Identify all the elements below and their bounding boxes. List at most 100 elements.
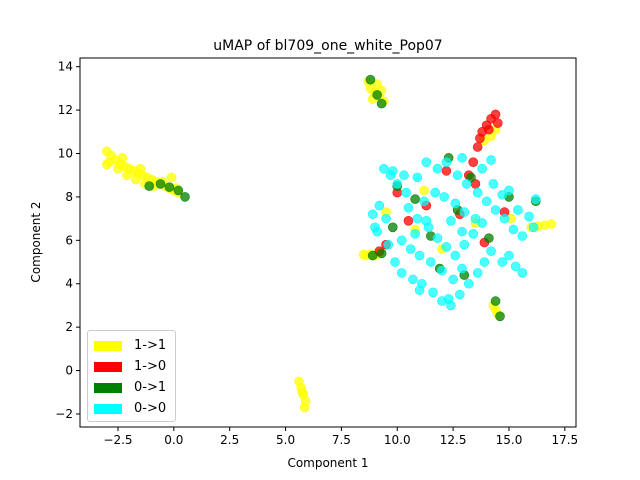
- data-point: [401, 187, 411, 198]
- legend-swatch-0-0: [94, 403, 122, 414]
- data-point: [470, 213, 481, 224]
- data-point: [443, 294, 454, 304]
- y-tick-label: 14: [58, 60, 73, 74]
- data-point: [299, 402, 310, 413]
- data-point: [102, 159, 112, 170]
- data-point: [387, 166, 398, 176]
- data-point: [508, 224, 519, 235]
- data-point: [486, 246, 496, 256]
- data-point: [412, 213, 423, 224]
- legend-item-0-0: 0->0: [94, 398, 169, 419]
- data-point: [450, 250, 461, 261]
- data-point: [408, 274, 418, 285]
- x-axis-label: Component 1: [287, 456, 368, 470]
- data-point: [379, 163, 389, 174]
- y-tick-label: −2: [55, 407, 73, 421]
- data-point: [173, 185, 184, 196]
- data-point: [461, 179, 472, 189]
- data-point: [117, 153, 128, 163]
- data-point: [414, 285, 425, 296]
- legend-label-1-1: 1->1: [134, 338, 167, 353]
- data-point: [410, 229, 420, 239]
- data-point: [383, 239, 394, 250]
- series-1-to-0: [374, 109, 510, 256]
- data-point: [468, 229, 479, 239]
- x-axis-ticks: −2.5 0.0 2.5 5.0 7.5 10.0 12.5 15.0 17.5: [103, 427, 578, 447]
- data-point: [475, 133, 485, 144]
- x-tick-label: −2.5: [103, 433, 132, 447]
- data-point: [374, 200, 385, 211]
- data-point: [528, 222, 539, 233]
- y-axis-ticks: −2 0 2 4 6 8 10 12 14: [55, 60, 80, 421]
- plot-points: [102, 74, 557, 413]
- y-tick-label: 10: [58, 147, 73, 161]
- data-point: [459, 207, 470, 217]
- data-point: [113, 163, 123, 174]
- data-point: [425, 257, 436, 267]
- y-tick-label: 2: [65, 320, 73, 334]
- data-point: [455, 289, 465, 300]
- data-point: [504, 250, 514, 261]
- data-point: [441, 166, 452, 176]
- series-0-to-0: [367, 153, 541, 311]
- data-point: [396, 268, 407, 278]
- data-point: [524, 211, 534, 222]
- data-point: [166, 172, 177, 183]
- data-point: [493, 118, 503, 128]
- data-point: [495, 311, 505, 322]
- data-point: [131, 174, 141, 185]
- data-point: [297, 387, 308, 398]
- x-tick-label: 15.0: [496, 433, 523, 447]
- data-point: [490, 296, 501, 306]
- legend-swatch-1-1: [94, 340, 122, 351]
- plot-frame: [79, 57, 577, 428]
- data-point: [392, 179, 403, 189]
- data-point: [144, 181, 155, 191]
- data-point: [410, 194, 420, 204]
- data-point: [530, 194, 541, 204]
- data-point: [459, 239, 470, 250]
- data-point: [432, 163, 443, 174]
- data-point: [463, 278, 474, 289]
- data-point: [517, 268, 528, 278]
- y-tick-label: 6: [65, 233, 73, 247]
- data-point: [468, 157, 479, 167]
- data-point: [513, 205, 523, 215]
- data-point: [448, 274, 458, 285]
- data-point: [472, 187, 483, 198]
- data-point: [517, 231, 528, 241]
- data-point: [180, 192, 190, 202]
- data-point: [414, 250, 425, 261]
- data-point: [497, 189, 508, 200]
- data-point: [376, 98, 387, 109]
- data-point: [405, 244, 416, 254]
- data-point: [122, 170, 132, 181]
- x-tick-label: 17.5: [551, 433, 578, 447]
- x-tick-label: 0.0: [164, 433, 183, 447]
- data-point: [497, 257, 508, 267]
- data-point: [390, 257, 400, 267]
- data-point: [419, 196, 429, 207]
- data-point: [510, 261, 521, 272]
- data-point: [472, 142, 483, 152]
- y-tick-label: 0: [65, 364, 73, 378]
- x-tick-label: 10.0: [384, 433, 411, 447]
- data-point: [381, 213, 391, 224]
- legend-swatch-0-1: [94, 382, 122, 393]
- data-point: [490, 205, 501, 215]
- data-point: [477, 163, 487, 174]
- data-point: [372, 79, 382, 89]
- data-point: [546, 219, 557, 229]
- data-point: [367, 209, 378, 220]
- y-tick-label: 8: [65, 190, 73, 204]
- data-point: [421, 215, 432, 226]
- data-point: [481, 196, 492, 207]
- data-point: [396, 235, 407, 246]
- data-point: [452, 170, 463, 181]
- data-point: [486, 155, 496, 165]
- data-point: [457, 226, 467, 237]
- data-point: [457, 153, 467, 163]
- legend-item-1-1: 1->1: [94, 335, 169, 356]
- data-point: [484, 233, 494, 243]
- data-point: [499, 213, 510, 224]
